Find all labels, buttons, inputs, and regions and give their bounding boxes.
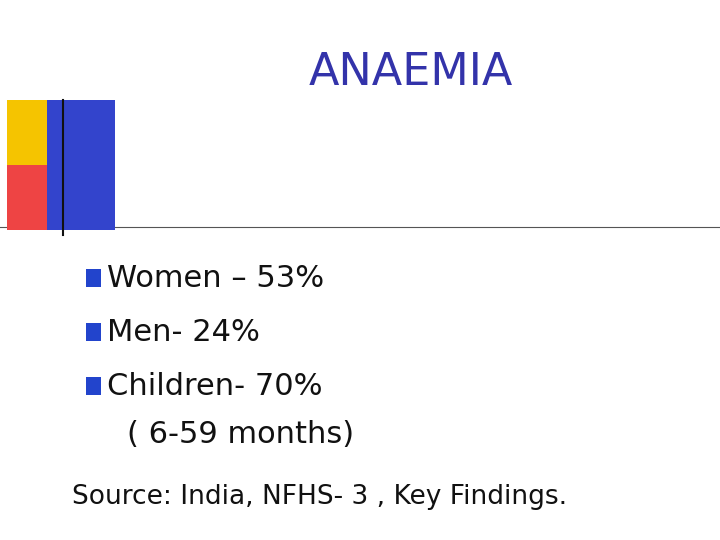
Text: Men- 24%: Men- 24%	[107, 318, 259, 347]
Text: Source: India, NFHS- 3 , Key Findings.: Source: India, NFHS- 3 , Key Findings.	[72, 484, 567, 510]
Text: Women – 53%: Women – 53%	[107, 264, 324, 293]
FancyBboxPatch shape	[7, 165, 61, 230]
FancyBboxPatch shape	[86, 269, 101, 287]
Text: Children- 70%: Children- 70%	[107, 372, 322, 401]
FancyBboxPatch shape	[47, 165, 115, 230]
FancyBboxPatch shape	[47, 100, 115, 165]
Text: ( 6-59 months): ( 6-59 months)	[127, 420, 354, 449]
Text: ANAEMIA: ANAEMIA	[308, 51, 513, 94]
FancyBboxPatch shape	[86, 377, 101, 395]
FancyBboxPatch shape	[7, 100, 61, 165]
FancyBboxPatch shape	[86, 323, 101, 341]
